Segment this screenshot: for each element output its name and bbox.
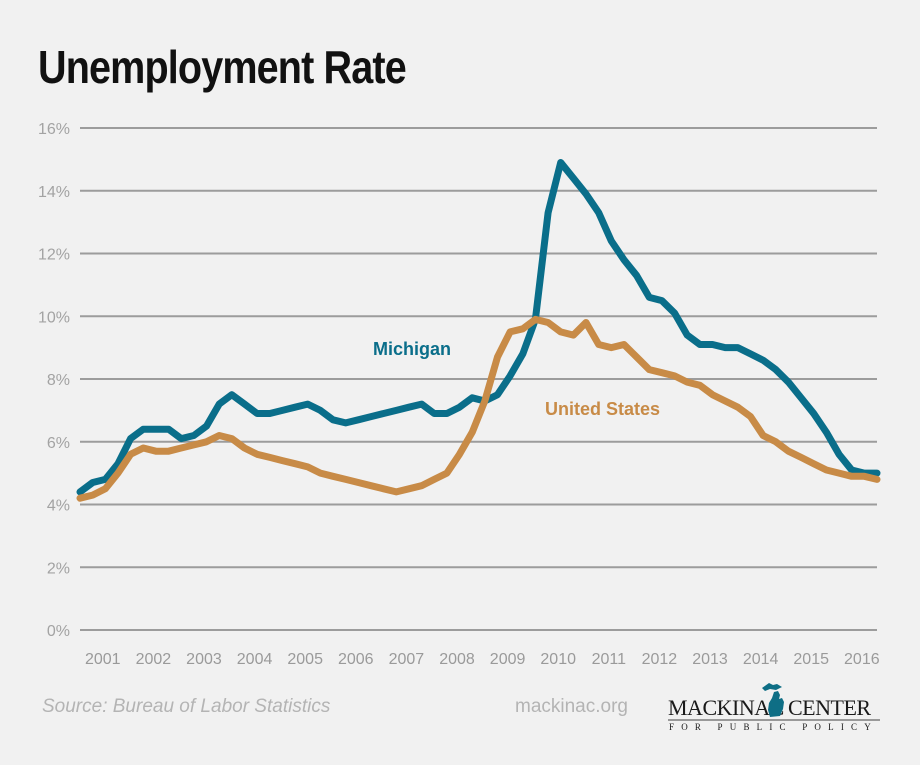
- x-tick-label: 2005: [287, 651, 323, 668]
- series-line-michigan: [76, 159, 881, 496]
- logo-left-text: MACKINAC: [668, 695, 784, 720]
- x-tick-label: 2002: [136, 651, 172, 668]
- michigan-map-icon: [762, 683, 784, 717]
- michigan-label: Michigan: [373, 339, 451, 359]
- x-tick-label: 2014: [743, 651, 779, 668]
- mackinac-center-logo[interactable]: MACKINAC CENTER FOR PUBLIC POLICY: [668, 682, 882, 732]
- x-tick-label: 2006: [338, 651, 374, 668]
- x-tick-label: 2015: [793, 651, 829, 668]
- chart-title: Unemployment Rate: [38, 41, 407, 93]
- unemployment-chart: 0%2%4%6%8%10%12%14%16% 2001 2002 2003 2004 2…: [38, 121, 881, 668]
- x-tick-label: 2013: [692, 651, 728, 668]
- series-line-united-states: [76, 315, 881, 502]
- x-tick-label: 2001: [85, 651, 121, 668]
- source-note: Source: Bureau of Labor Statistics: [42, 696, 331, 717]
- y-tick-label: 2%: [47, 560, 70, 577]
- x-tick-label: 2009: [490, 651, 526, 668]
- x-axis: 2001 2002 2003 2004 2005 2006 2007 2008 2009 2010…: [85, 651, 880, 668]
- site-link[interactable]: mackinac.org: [515, 696, 628, 717]
- x-tick-label: 2004: [237, 651, 273, 668]
- grid-layer: [80, 127, 877, 631]
- y-tick-label: 6%: [47, 435, 70, 452]
- logo-rule: [668, 719, 880, 721]
- x-tick-label: 2003: [186, 651, 222, 668]
- y-tick-label: 16%: [38, 121, 70, 138]
- x-tick-label: 2007: [389, 651, 425, 668]
- x-tick-label: 2010: [540, 651, 576, 668]
- logo-wordmark: MACKINAC CENTER: [668, 695, 871, 721]
- logo-right-text: CENTER: [788, 695, 871, 720]
- x-tick-label: 2008: [439, 651, 475, 668]
- x-tick-label: 2016: [844, 651, 880, 668]
- logo-tagline: FOR PUBLIC POLICY: [669, 722, 878, 732]
- y-axis: 0% 2% 4% 6% 8% 10% 12% 14% 16%: [38, 121, 70, 640]
- x-tick-label: 2011: [592, 651, 627, 668]
- series-lines: [76, 159, 881, 502]
- y-tick-label: 10%: [38, 309, 70, 326]
- y-tick-label: 12%: [38, 247, 70, 264]
- y-tick-label: 0%: [47, 623, 70, 640]
- y-tick-label: 14%: [38, 184, 70, 201]
- united-states-label: United States: [545, 399, 660, 419]
- x-tick-label: 2012: [642, 651, 678, 668]
- y-tick-label: 4%: [47, 498, 70, 515]
- series-labels: Michigan United States: [373, 339, 660, 419]
- y-tick-label: 8%: [47, 372, 70, 389]
